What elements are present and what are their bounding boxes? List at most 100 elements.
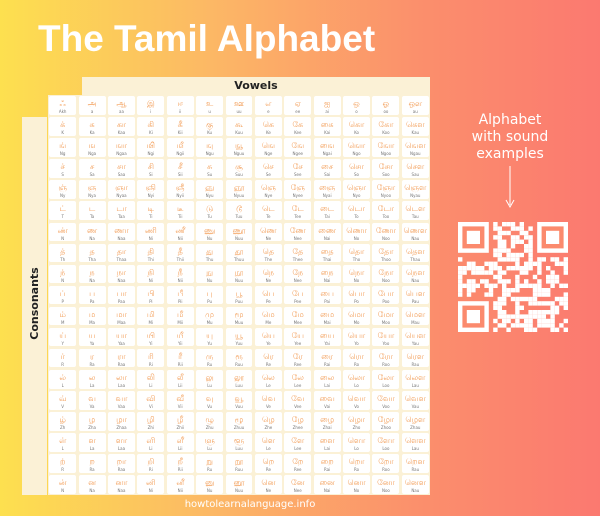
romanization: Nai bbox=[323, 277, 331, 283]
romanization: Te bbox=[266, 214, 271, 220]
letter-cell: லா Laa bbox=[107, 369, 135, 389]
tamil-letter: னா bbox=[115, 478, 128, 488]
tamil-letter: ந் bbox=[60, 267, 66, 277]
romanization: Se bbox=[265, 172, 271, 178]
romanization: Ruu bbox=[235, 467, 243, 473]
qr-module bbox=[528, 248, 533, 253]
letter-cell: னொ No bbox=[343, 475, 371, 494]
letter-cell: ஙு Ngu bbox=[196, 138, 224, 157]
qr-module bbox=[541, 292, 546, 297]
tamil-letter: யா bbox=[115, 330, 127, 340]
letter-cell: ண் N bbox=[49, 222, 77, 242]
letter-cell: ப Pa bbox=[78, 285, 106, 305]
letter-cell: சொ So bbox=[343, 159, 371, 178]
title: The Tamil Alphabet bbox=[38, 18, 376, 59]
letter-cell: யூ Yuu bbox=[225, 327, 253, 347]
romanization: Ve bbox=[265, 403, 271, 409]
romanization: Paa bbox=[117, 298, 126, 304]
qr-module bbox=[488, 266, 494, 271]
tamil-letter: பொ bbox=[348, 288, 365, 298]
qr-module bbox=[524, 235, 529, 240]
tamil-letter: ணூ bbox=[232, 225, 246, 235]
letter-cell: வௌ Vau bbox=[401, 390, 429, 410]
qr-module bbox=[541, 318, 546, 324]
tamil-letter: றௌ bbox=[405, 457, 425, 467]
tamil-letter: னி bbox=[146, 478, 156, 488]
letter-cell: டூ Tuu bbox=[225, 201, 253, 221]
romanization: Rau bbox=[411, 467, 420, 473]
qr-module bbox=[532, 288, 538, 293]
qr-module bbox=[475, 266, 480, 271]
tamil-letter: வே bbox=[291, 393, 305, 403]
tamil-letter: றூ bbox=[234, 457, 244, 467]
tamil-letter: ஙெ bbox=[261, 141, 275, 151]
letter-cell: ஙௌ Ngau bbox=[401, 138, 429, 157]
tamil-letter: யொ bbox=[347, 330, 366, 340]
romanization: Li bbox=[149, 446, 153, 452]
qr-module bbox=[471, 279, 476, 284]
letter-cell: டா Taa bbox=[107, 201, 135, 221]
romanization: Ngoo bbox=[380, 151, 392, 157]
tamil-letter: உ bbox=[205, 99, 214, 109]
romanization: Nyoo bbox=[380, 193, 392, 199]
letter-cell: ஞ் Ny bbox=[49, 180, 77, 200]
qr-module bbox=[458, 270, 463, 275]
tamil-letter: பே bbox=[291, 288, 304, 298]
qr-module bbox=[506, 288, 511, 293]
romanization: Vii bbox=[177, 403, 183, 409]
letter-cell: ழௌ Zhau bbox=[401, 411, 429, 431]
qr-module bbox=[515, 314, 520, 319]
romanization: Ne bbox=[265, 235, 272, 241]
qr-module bbox=[502, 270, 507, 275]
letter-cell: ஞு Nyu bbox=[196, 180, 224, 200]
qr-module bbox=[497, 323, 502, 328]
romanization: Ni bbox=[148, 277, 153, 283]
letter-cell: நௌ Nau bbox=[401, 264, 429, 284]
letter-cell: றூ Ruu bbox=[225, 454, 253, 473]
romanization: Sai bbox=[324, 172, 331, 178]
letter-cell: ம் M bbox=[49, 306, 77, 326]
romanization: Tha bbox=[88, 256, 96, 262]
letter-cell: ணி Ni bbox=[137, 222, 165, 242]
romanization: Nyo bbox=[352, 193, 361, 199]
qr-module bbox=[546, 310, 551, 315]
romanization: Mai bbox=[323, 319, 331, 325]
letter-cell: ளூ Luu bbox=[225, 433, 253, 452]
letter-cell: சௌ Sau bbox=[401, 159, 429, 178]
romanization: Ki bbox=[148, 130, 153, 136]
tamil-letter: வொ bbox=[347, 393, 366, 403]
qr-module bbox=[497, 230, 502, 236]
tamil-letter: ழா bbox=[116, 414, 127, 424]
letter-cell: ரீ Rii bbox=[166, 348, 194, 368]
letter-cell: ழா Zhaa bbox=[107, 411, 135, 431]
tamil-letter: றீ bbox=[177, 457, 183, 467]
romanization: Nai bbox=[323, 488, 331, 494]
letter-cell: பு Pu bbox=[196, 285, 224, 305]
letter-cell: ழு Zhu bbox=[196, 411, 224, 431]
romanization: Nyai bbox=[322, 193, 332, 199]
tamil-letter: சா bbox=[117, 162, 126, 172]
sidebar: Alphabet with sound examples bbox=[466, 112, 554, 163]
tamil-letter: ழ bbox=[88, 414, 96, 424]
tamil-letter: மொ bbox=[348, 309, 365, 319]
tamil-letter: ற bbox=[89, 457, 95, 467]
letter-cell: மு Mu bbox=[196, 306, 224, 326]
qr-module bbox=[515, 301, 520, 306]
qr-module bbox=[559, 296, 564, 302]
qr-module bbox=[546, 266, 551, 271]
romanization: Sa bbox=[89, 172, 95, 178]
tamil-letter: கா bbox=[116, 120, 127, 130]
letter-cell: ழை Zhai bbox=[313, 411, 341, 431]
letter-cell: மி Mi bbox=[137, 306, 165, 326]
romanization: Nyaa bbox=[116, 193, 127, 199]
romanization: Ngaa bbox=[116, 151, 127, 157]
qr-module bbox=[528, 318, 533, 324]
letter-cell: டி Ti bbox=[137, 201, 165, 221]
qr-module bbox=[506, 314, 511, 319]
tamil-letter: வி bbox=[146, 393, 156, 403]
romanization: Pai bbox=[324, 298, 331, 304]
romanization: Nu bbox=[206, 488, 213, 494]
letter-cell: ளே Lee bbox=[284, 433, 312, 452]
tamil-letter: யௌ bbox=[405, 330, 426, 340]
